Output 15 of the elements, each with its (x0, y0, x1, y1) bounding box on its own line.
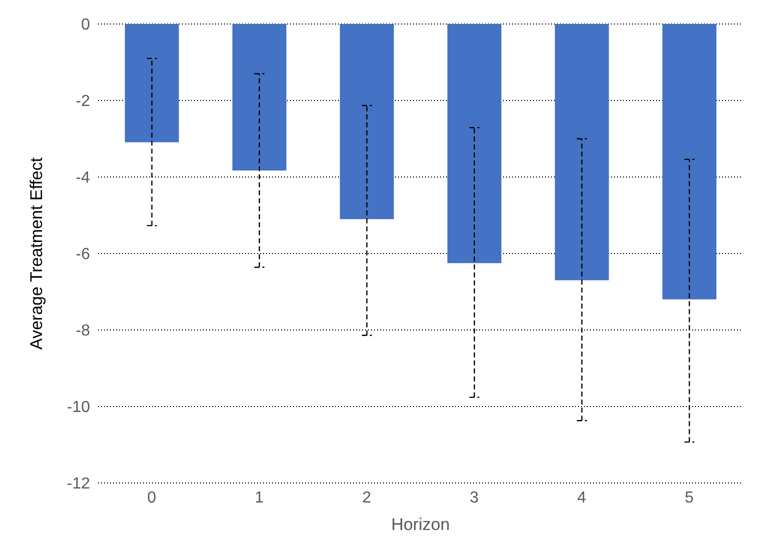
y-tick-label: -12 (66, 476, 90, 493)
x-tick-label: 3 (470, 489, 479, 506)
y-tick-label: -2 (76, 93, 90, 110)
y-tick-label: -6 (76, 246, 90, 264)
x-tick-label: 5 (684, 489, 694, 506)
x-tick-label: 2 (362, 489, 372, 506)
y-tick-label: 0 (81, 16, 90, 34)
x-tick-label: 0 (147, 489, 156, 506)
y-axis-title: Average Treatment Effect (27, 157, 46, 350)
y-tick-label: -8 (76, 322, 90, 340)
y-tick-label: -4 (76, 170, 90, 187)
x-tick-label: 1 (254, 489, 264, 506)
x-tick-label: 4 (577, 489, 586, 506)
y-tick-label: -10 (66, 399, 90, 416)
x-axis-title: Horizon (391, 515, 450, 534)
